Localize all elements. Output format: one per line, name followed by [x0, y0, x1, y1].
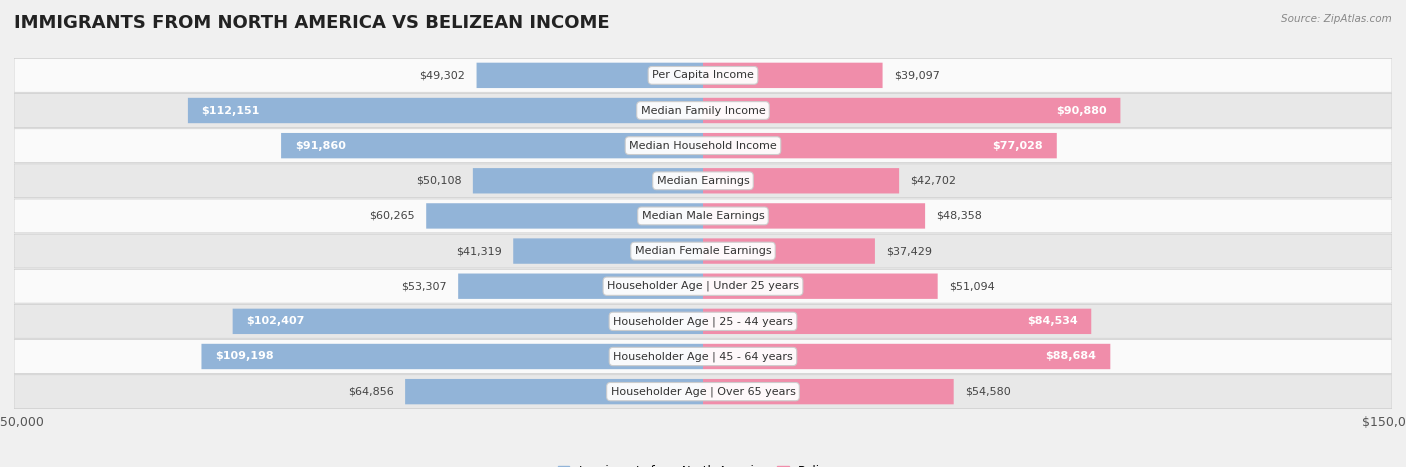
Text: $42,702: $42,702: [911, 176, 956, 186]
Text: $90,880: $90,880: [1056, 106, 1107, 115]
FancyBboxPatch shape: [472, 168, 703, 193]
FancyBboxPatch shape: [232, 309, 703, 334]
Text: Source: ZipAtlas.com: Source: ZipAtlas.com: [1281, 14, 1392, 24]
FancyBboxPatch shape: [703, 133, 1057, 158]
FancyBboxPatch shape: [703, 63, 883, 88]
Text: $91,860: $91,860: [295, 141, 346, 151]
FancyBboxPatch shape: [703, 274, 938, 299]
Text: $64,856: $64,856: [347, 387, 394, 396]
FancyBboxPatch shape: [703, 168, 898, 193]
Text: $88,684: $88,684: [1046, 352, 1097, 361]
FancyBboxPatch shape: [14, 58, 1392, 92]
Text: $53,307: $53,307: [401, 281, 447, 291]
Text: $51,094: $51,094: [949, 281, 995, 291]
Text: $54,580: $54,580: [965, 387, 1011, 396]
Text: Per Capita Income: Per Capita Income: [652, 71, 754, 80]
FancyBboxPatch shape: [14, 164, 1392, 198]
Text: $37,429: $37,429: [886, 246, 932, 256]
Text: Median Female Earnings: Median Female Earnings: [634, 246, 772, 256]
Text: Median Family Income: Median Family Income: [641, 106, 765, 115]
Text: Median Male Earnings: Median Male Earnings: [641, 211, 765, 221]
FancyBboxPatch shape: [188, 98, 703, 123]
FancyBboxPatch shape: [703, 379, 953, 404]
FancyBboxPatch shape: [513, 238, 703, 264]
Text: $84,534: $84,534: [1026, 316, 1077, 326]
FancyBboxPatch shape: [14, 375, 1392, 409]
FancyBboxPatch shape: [14, 93, 1392, 127]
Text: $41,319: $41,319: [456, 246, 502, 256]
Text: $109,198: $109,198: [215, 352, 274, 361]
FancyBboxPatch shape: [703, 203, 925, 229]
Text: $112,151: $112,151: [201, 106, 260, 115]
FancyBboxPatch shape: [405, 379, 703, 404]
Text: Householder Age | 25 - 44 years: Householder Age | 25 - 44 years: [613, 316, 793, 326]
Text: $50,108: $50,108: [416, 176, 461, 186]
Text: Householder Age | Over 65 years: Householder Age | Over 65 years: [610, 386, 796, 397]
FancyBboxPatch shape: [703, 98, 1121, 123]
FancyBboxPatch shape: [14, 269, 1392, 303]
Text: $39,097: $39,097: [894, 71, 941, 80]
Text: $77,028: $77,028: [993, 141, 1043, 151]
FancyBboxPatch shape: [281, 133, 703, 158]
Text: $48,358: $48,358: [936, 211, 983, 221]
FancyBboxPatch shape: [14, 234, 1392, 268]
FancyBboxPatch shape: [703, 238, 875, 264]
Legend: Immigrants from North America, Belizean: Immigrants from North America, Belizean: [553, 460, 853, 467]
FancyBboxPatch shape: [201, 344, 703, 369]
Text: Median Earnings: Median Earnings: [657, 176, 749, 186]
FancyBboxPatch shape: [458, 274, 703, 299]
Text: $49,302: $49,302: [419, 71, 465, 80]
Text: Householder Age | 45 - 64 years: Householder Age | 45 - 64 years: [613, 351, 793, 362]
FancyBboxPatch shape: [14, 199, 1392, 233]
FancyBboxPatch shape: [426, 203, 703, 229]
Text: $102,407: $102,407: [246, 316, 305, 326]
Text: IMMIGRANTS FROM NORTH AMERICA VS BELIZEAN INCOME: IMMIGRANTS FROM NORTH AMERICA VS BELIZEA…: [14, 14, 610, 32]
Text: Median Household Income: Median Household Income: [628, 141, 778, 151]
FancyBboxPatch shape: [703, 309, 1091, 334]
FancyBboxPatch shape: [703, 344, 1111, 369]
FancyBboxPatch shape: [477, 63, 703, 88]
Text: $60,265: $60,265: [370, 211, 415, 221]
Text: Householder Age | Under 25 years: Householder Age | Under 25 years: [607, 281, 799, 291]
FancyBboxPatch shape: [14, 129, 1392, 163]
FancyBboxPatch shape: [14, 304, 1392, 338]
FancyBboxPatch shape: [14, 340, 1392, 374]
